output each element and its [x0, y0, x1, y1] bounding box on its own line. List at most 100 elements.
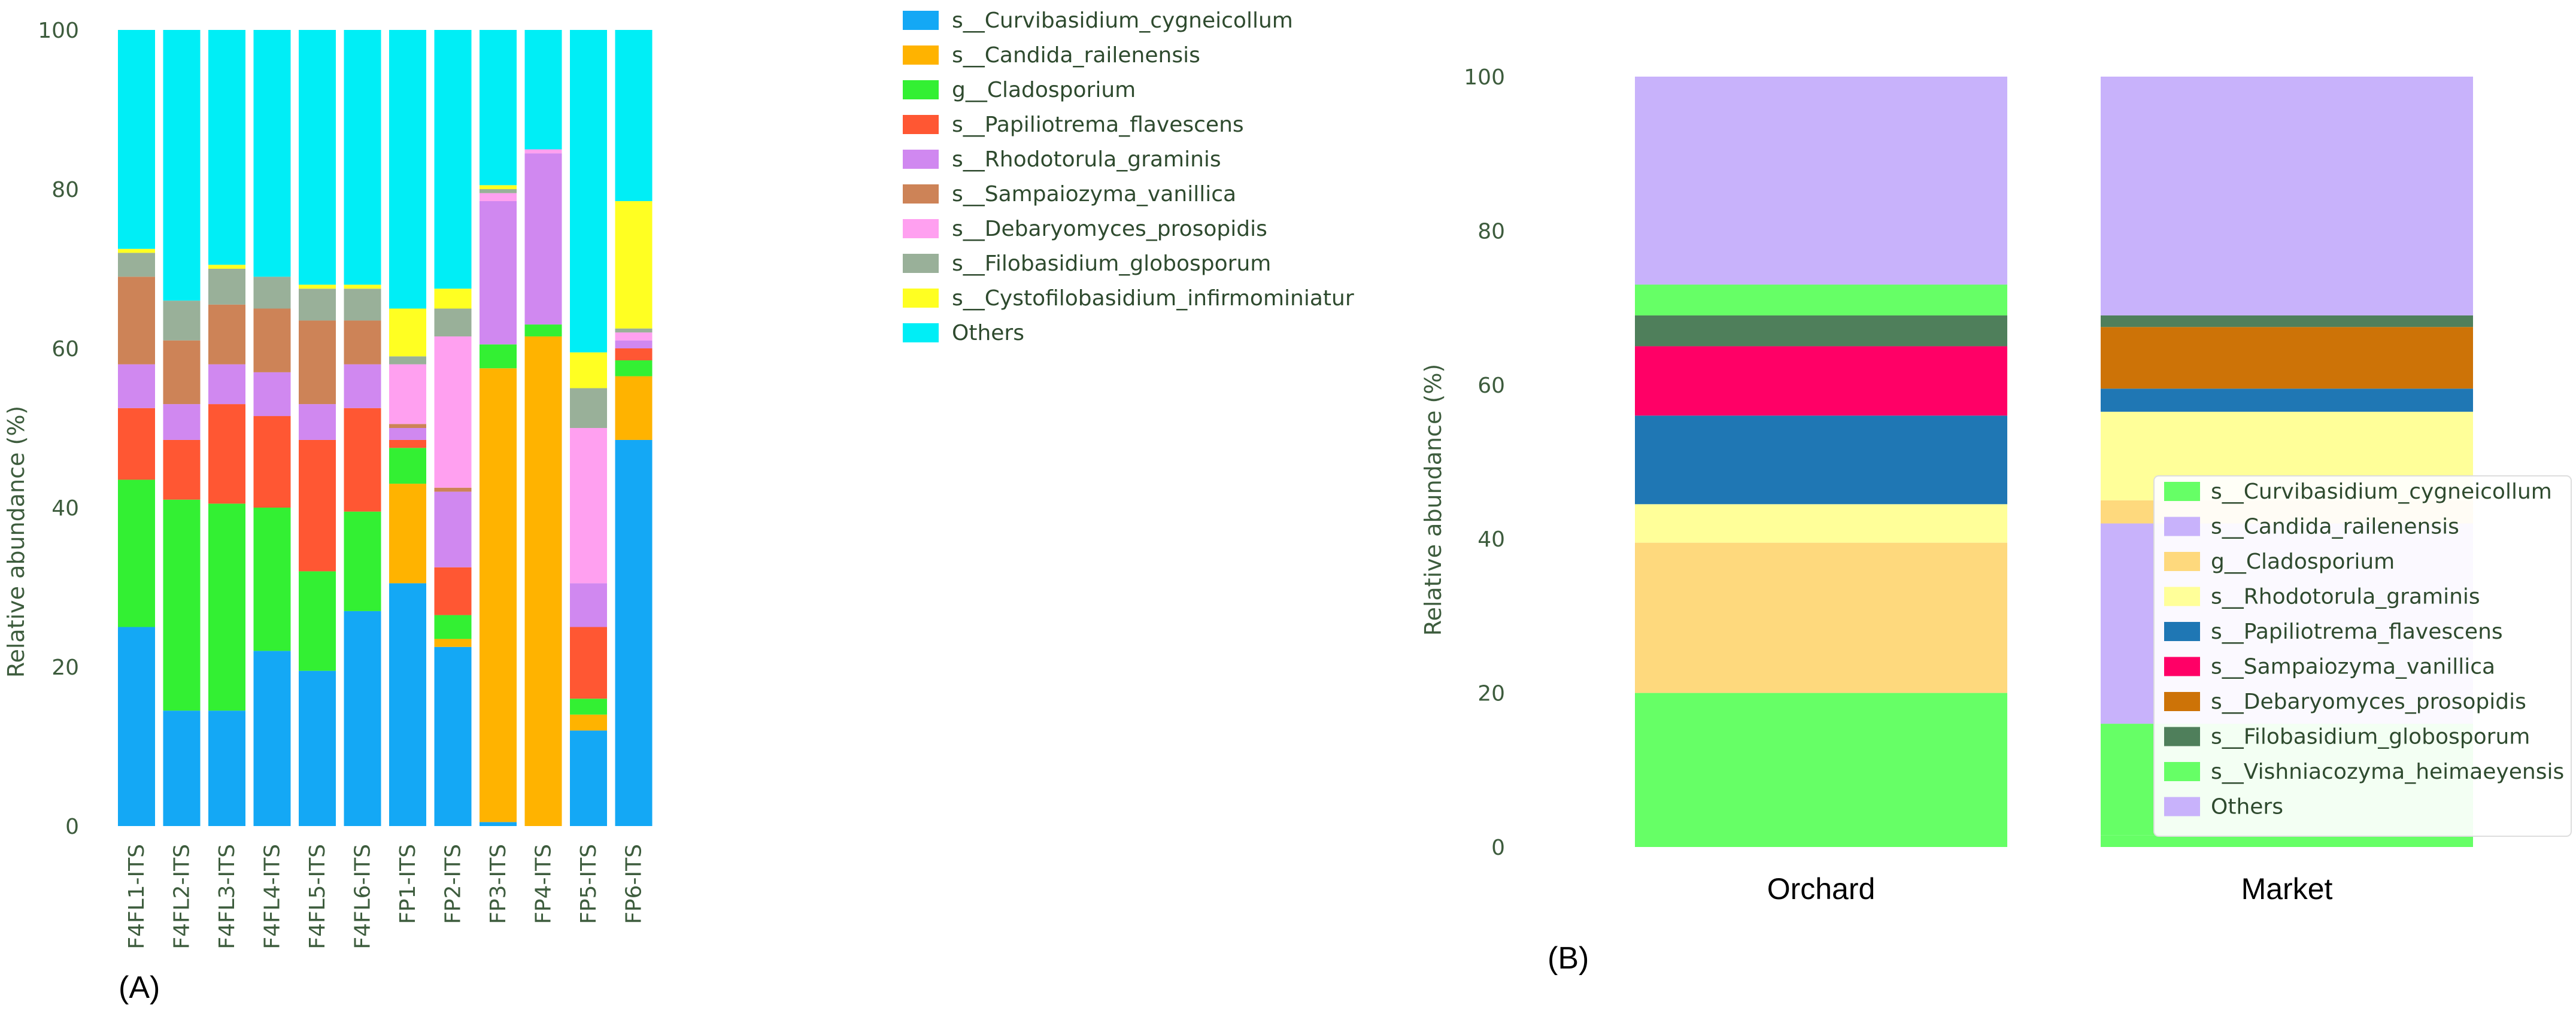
panel-a-bar-segment [299, 320, 336, 405]
panel-a-bar-segment [253, 372, 291, 417]
panel-a-bar-segment [344, 611, 381, 826]
panel-a: Relative abundance (%) 0 20 40 60 80 100 F4FL… [3, 8, 1354, 1005]
panel-b-legend-label: g__Cladosporium [2211, 549, 2395, 574]
panel-a-bar-segment [299, 439, 336, 572]
panel-a-bar-segment [344, 364, 381, 408]
panel-a-legend-label: Others [952, 321, 1024, 345]
panel-a-bar-segment [570, 583, 607, 627]
panel-b-bar-segment [1635, 315, 2007, 347]
panel-b-legend-label: s__Curvibasidium_cygneicollum [2211, 479, 2552, 504]
panel-b-legend-swatch [2164, 692, 2200, 711]
panel-a-bar-segment [434, 487, 472, 492]
panel-a-bar-segment [524, 336, 562, 826]
panel-a-y-tick: 100 [38, 19, 79, 43]
panel-a-bar-segment [344, 289, 381, 321]
panel-b-y-tick: 80 [1477, 219, 1505, 244]
panel-b-y-tick: 0 [1491, 836, 1505, 860]
panel-a-x-tick-label: F4FL4-ITS [260, 844, 285, 949]
panel-a-bar-segment [615, 332, 653, 341]
panel-a-bar-segment [434, 308, 472, 337]
panel-b-y-ticks: 0 20 40 60 80 100 [1464, 65, 1505, 860]
panel-a-bar-segment [344, 284, 381, 289]
panel-a-legend-label: s__Rhodotorula_graminis [952, 147, 1221, 172]
panel-a-bar-segment [524, 149, 562, 154]
panel-a-bar-stack [118, 30, 155, 826]
panel-a-x-tick-label: F4FL2-ITS [170, 844, 195, 949]
panel-a-bar-segment [480, 201, 517, 345]
panel-a-x-tick-label: F4FL5-ITS [305, 844, 330, 949]
panel-a-bar-segment [208, 269, 245, 305]
panel-a-x-tick-label: F4FL6-ITS [351, 844, 375, 949]
panel-a-legend-label: s__Cystofilobasidium_infirmominiatur [952, 286, 1354, 311]
panel-b-bar-segment [2101, 327, 2473, 389]
panel-a-bar-segment [389, 439, 426, 448]
panel-a-bar-segment [524, 30, 562, 150]
panel-a-legend-swatch [903, 115, 939, 134]
panel-a-bar-segment [434, 491, 472, 567]
panel-a-y-tick: 40 [51, 496, 79, 521]
panel-a-bar-segment [253, 277, 291, 309]
panel-a-bar-segment [344, 320, 381, 365]
panel-a-bar-segment [570, 428, 607, 584]
panel-a-x-tick-label: F4FL3-ITS [215, 844, 239, 949]
panel-a-bar-stack [299, 30, 336, 826]
panel-a-bar-segment [389, 364, 426, 424]
panel-a-bar-segment [118, 627, 155, 826]
panel-a-bar-segment [615, 30, 653, 201]
panel-b-y-tick: 20 [1477, 682, 1505, 706]
panel-a-bar-segment [163, 499, 201, 711]
panel-a-bar-segment [570, 388, 607, 428]
panel-a-bar-segment [118, 277, 155, 365]
panel-b-legend-label: s__Candida_railenensis [2211, 515, 2459, 539]
panel-a-bar-segment [615, 348, 653, 360]
panel-b-legend-swatch [2164, 552, 2200, 571]
panel-b-legend: s__Curvibasidium_cygneicollum s__Candida_… [2153, 475, 2572, 837]
panel-a-bar-stack [389, 30, 426, 826]
panel-b: Relative abundance (%) 0 20 40 60 80 100 Orch… [1420, 65, 2572, 976]
panel-a-bar-segment [163, 30, 201, 301]
panel-b-y-tick: 100 [1464, 65, 1505, 90]
panel-a-legend-swatch [903, 184, 939, 204]
panel-a-bar-segment [389, 424, 426, 428]
panel-a-bar-segment [299, 670, 336, 826]
panel-a-x-tick-label: FP5-ITS [577, 844, 601, 924]
panel-a-bar-segment [299, 284, 336, 289]
panel-a-bar-segment [389, 30, 426, 309]
panel-b-legend-swatch [2164, 762, 2200, 781]
panel-a-x-tick-label: F4FL1-ITS [125, 844, 149, 949]
panel-b-bar-segment [2101, 77, 2473, 315]
panel-a-bar-segment [118, 408, 155, 480]
panel-a-x-tick-label: FP6-ITS [622, 844, 647, 924]
panel-b-legend-label: s__Sampaiozyma_vanillica [2211, 655, 2495, 679]
panel-a-bar-segment [434, 30, 472, 289]
panel-a-bar-stack [524, 30, 562, 826]
panel-a-bar-segment [299, 404, 336, 440]
panel-a-bar-segment [480, 193, 517, 201]
panel-a-bar-segment [615, 376, 653, 440]
panel-a-bar-segment [615, 201, 653, 329]
panel-a-bar-segment [615, 439, 653, 826]
panel-b-legend-swatch [2164, 797, 2200, 816]
panel-a-bar-segment [570, 699, 607, 715]
panel-b-bar-segment [2101, 315, 2473, 327]
panel-a-bar-segment [253, 308, 291, 372]
panel-b-bar-segment [2101, 835, 2473, 847]
panel-a-legend-label: g__Cladosporium [952, 78, 1136, 102]
panel-a-bar-segment [208, 304, 245, 365]
panel-a-y-tick: 20 [51, 655, 79, 680]
panel-a-bar-segment [163, 711, 201, 826]
panel-b-bar-segment [1635, 284, 2007, 315]
panel-a-bar-segment [208, 265, 245, 269]
panel-b-legend-label: s__Debaryomyces_prosopidis [2211, 690, 2526, 714]
panel-a-bar-segment [299, 571, 336, 671]
panel-a-bar-segment [389, 448, 426, 484]
panel-a-bar-segment [434, 639, 472, 647]
panel-b-x-tick-label: Market [2241, 872, 2333, 906]
panel-a-bars [118, 30, 653, 826]
panel-b-x-labels: Orchard Market [1767, 872, 2333, 906]
panel-a-bar-segment [434, 615, 472, 639]
panel-a-bar-segment [434, 289, 472, 309]
panel-b-legend-swatch [2164, 727, 2200, 746]
panel-a-bar-segment [389, 308, 426, 357]
